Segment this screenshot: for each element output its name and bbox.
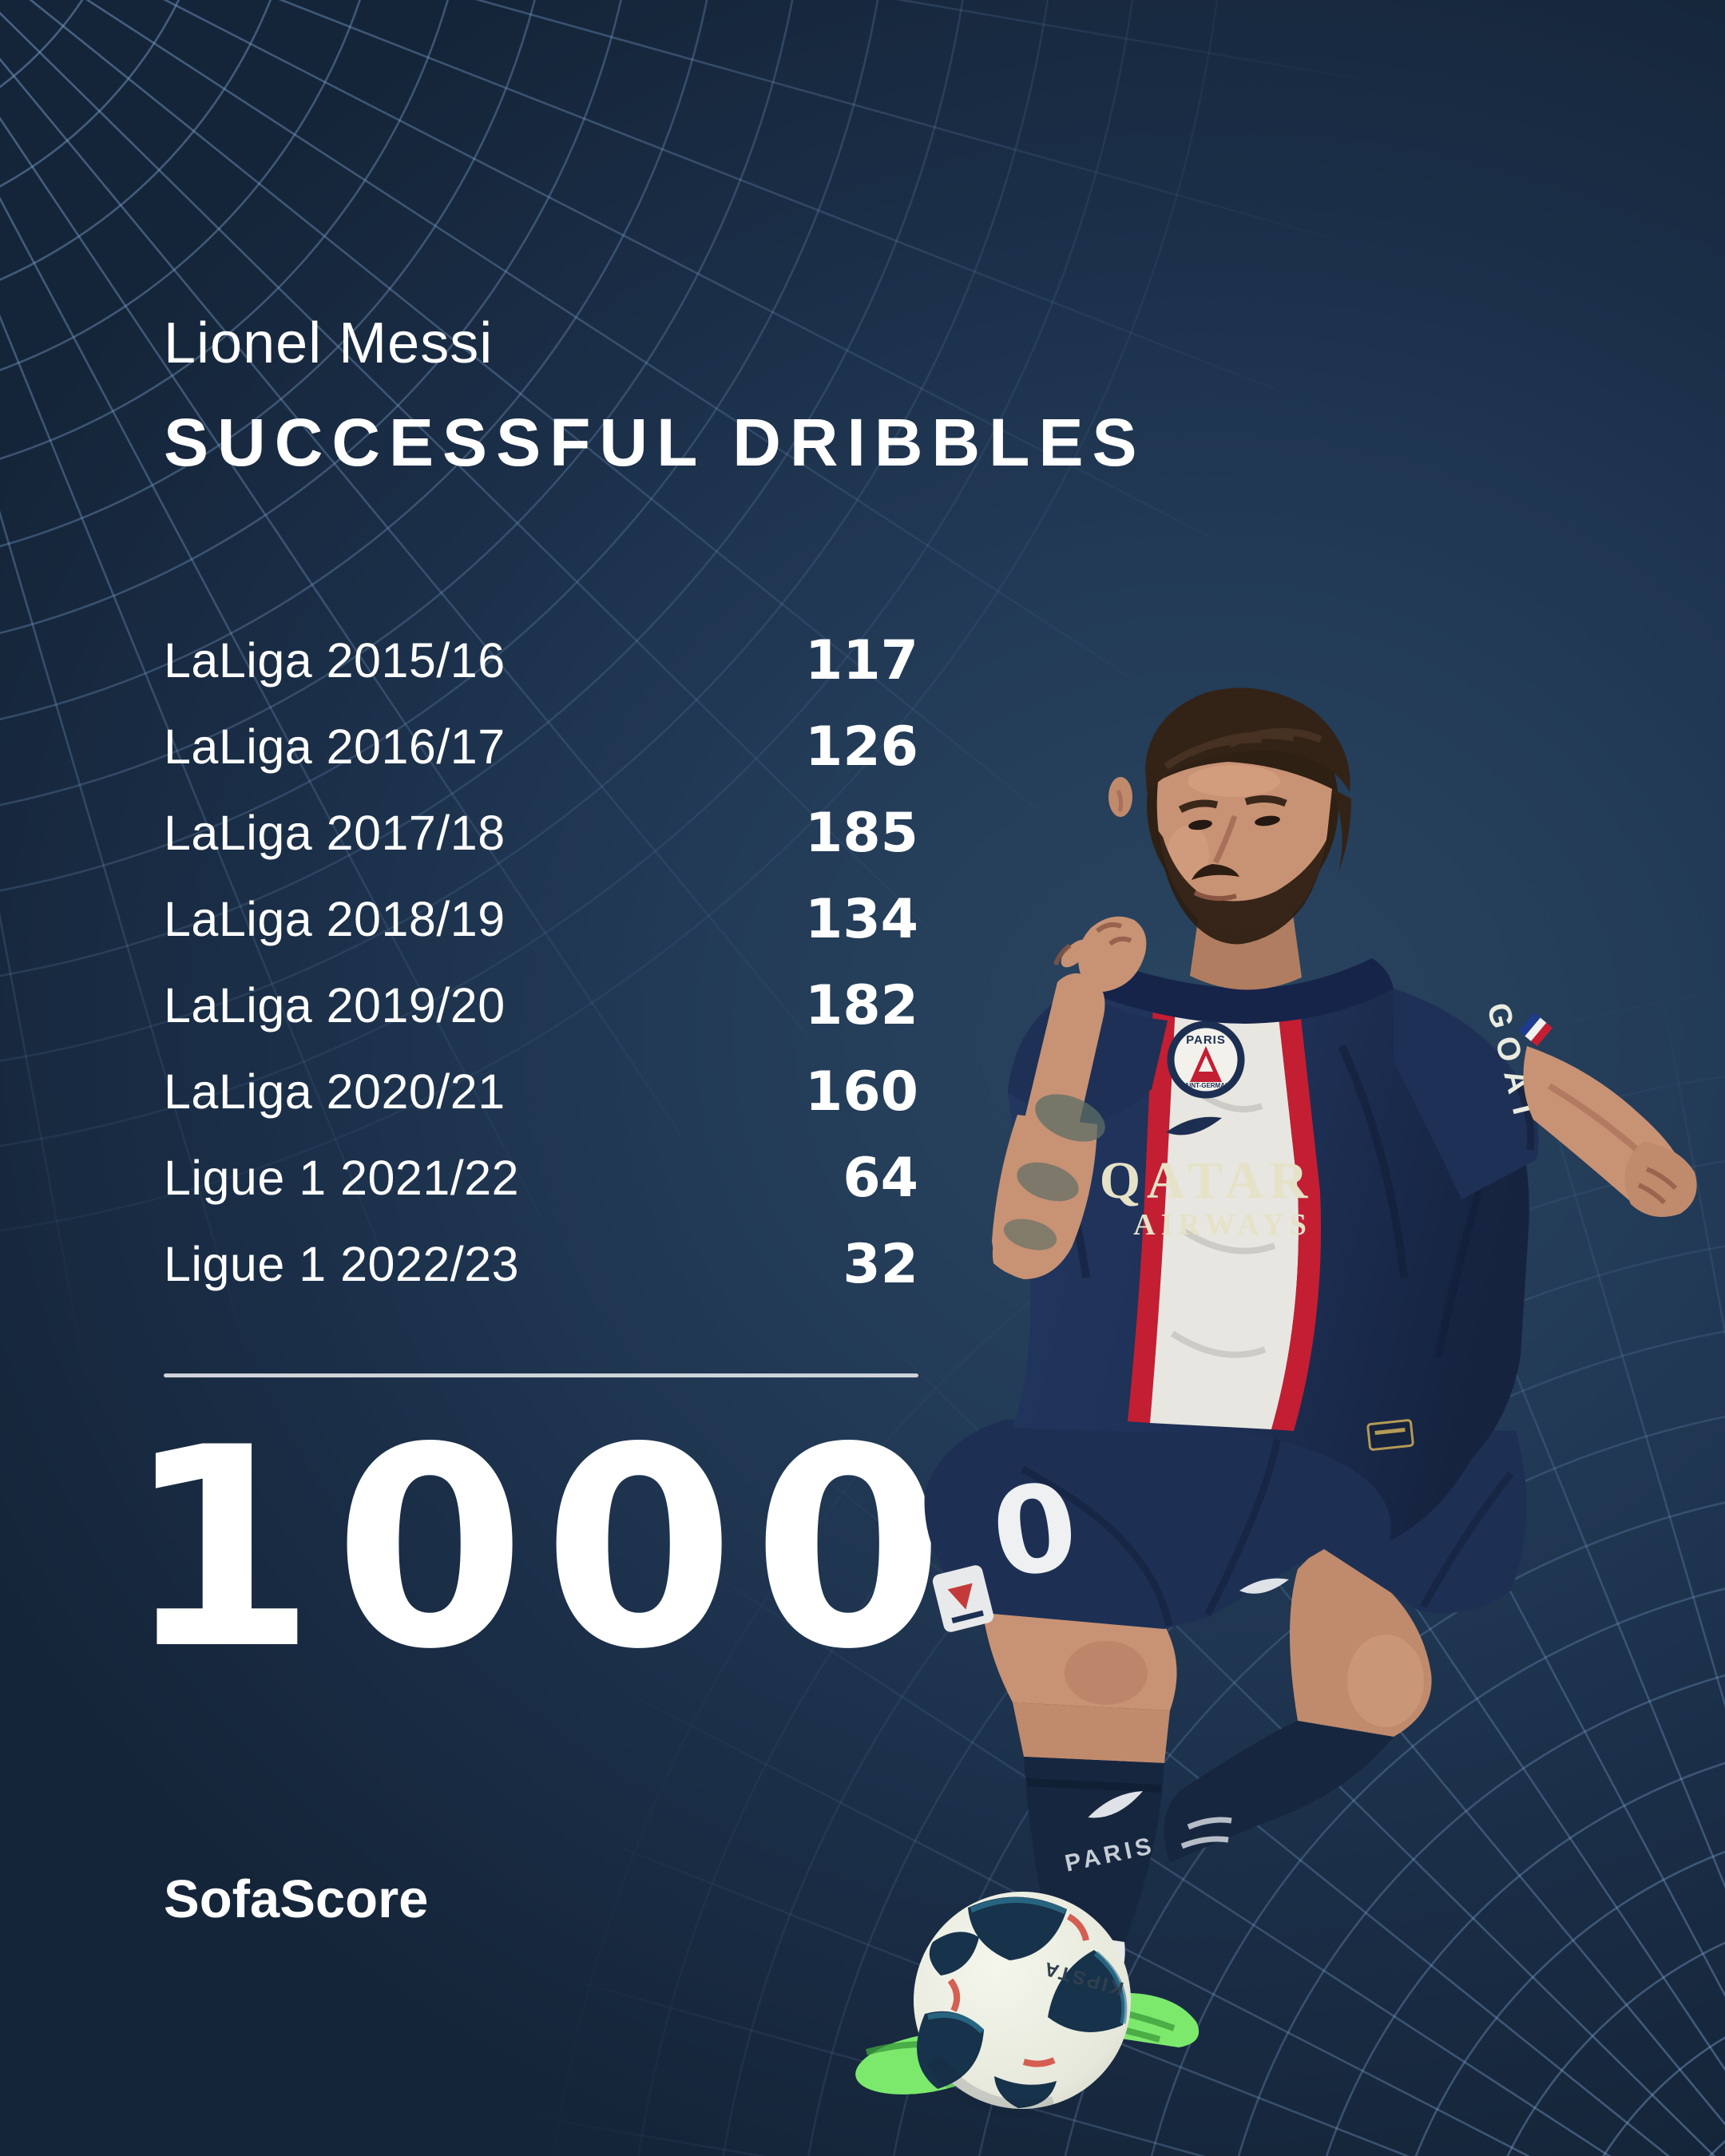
stat-row: LaLiga 2020/21 160 — [164, 1048, 918, 1135]
season-value: 185 — [805, 801, 918, 865]
page-title: SUCCESSFUL DRIBBLES — [164, 405, 1146, 480]
season-label: Ligue 1 2021/22 — [164, 1151, 520, 1205]
season-value: 182 — [805, 973, 918, 1037]
stat-row: LaLiga 2018/19 134 — [164, 876, 918, 962]
season-label: Ligue 1 2022/23 — [164, 1237, 520, 1291]
total-dribbles: 1000 — [125, 1389, 962, 1710]
season-value: 160 — [805, 1060, 918, 1124]
player-name: Lionel Messi — [164, 311, 494, 375]
stat-row: LaLiga 2019/20 182 — [164, 962, 918, 1048]
season-label: LaLiga 2016/17 — [164, 719, 506, 774]
sofascore-logo: SofaScore — [164, 1869, 429, 1929]
season-label: LaLiga 2020/21 — [164, 1064, 506, 1119]
season-label: LaLiga 2015/16 — [164, 633, 506, 688]
stat-row: LaLiga 2015/16 117 — [164, 617, 918, 703]
season-value: 64 — [843, 1146, 918, 1210]
season-label: LaLiga 2019/20 — [164, 978, 506, 1032]
season-value: 32 — [843, 1232, 918, 1296]
stat-row: LaLiga 2017/18 185 — [164, 790, 918, 876]
season-label: LaLiga 2018/19 — [164, 892, 506, 946]
stat-row: LaLiga 2016/17 126 — [164, 703, 918, 790]
stat-row: Ligue 1 2021/22 64 — [164, 1135, 918, 1221]
stat-row: Ligue 1 2022/23 32 — [164, 1221, 918, 1307]
season-value: 134 — [805, 887, 918, 951]
divider-line — [164, 1373, 918, 1377]
season-value: 126 — [805, 715, 918, 779]
season-value: 117 — [805, 628, 918, 692]
stats-list: LaLiga 2015/16 117 LaLiga 2016/17 126 La… — [164, 617, 918, 1307]
season-label: LaLiga 2017/18 — [164, 806, 506, 860]
